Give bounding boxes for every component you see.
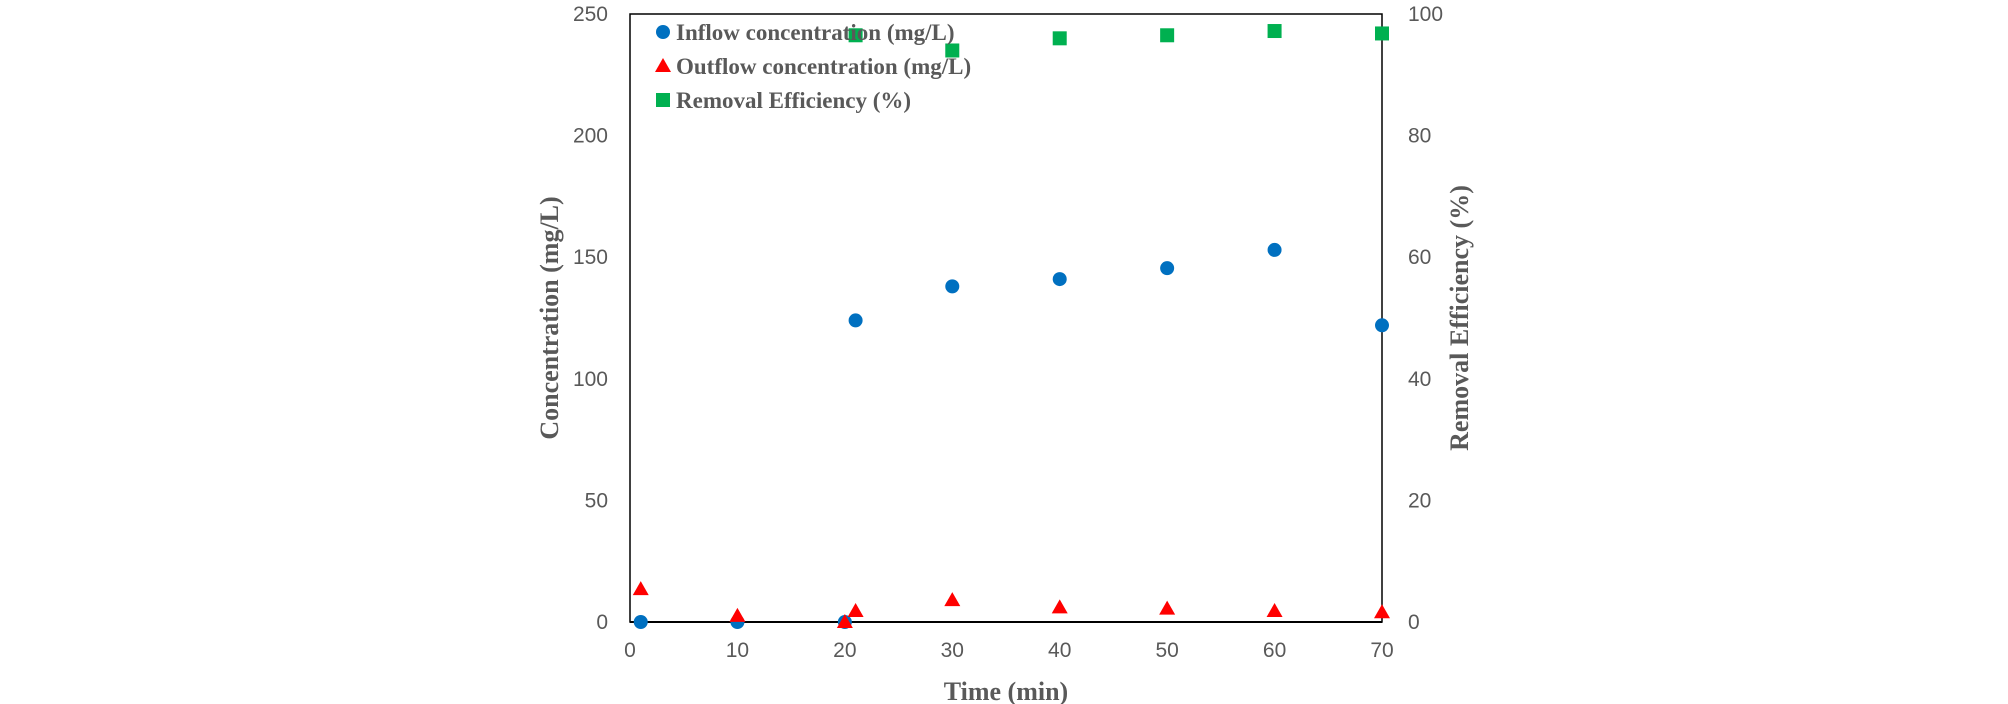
y2-axis-title: Removal Efficiency (%): [1445, 185, 1474, 451]
y2-tick-label: 60: [1408, 246, 1431, 269]
x-tick-label: 70: [1370, 639, 1393, 662]
outflow-point: [944, 592, 961, 607]
y2-tick-label: 40: [1408, 368, 1431, 391]
legend-marker-outflow: [655, 58, 671, 72]
outflow-point: [632, 581, 649, 596]
inflow-point: [1160, 261, 1175, 276]
legend-marker-removal: [656, 93, 670, 107]
y-tick-label: 150: [573, 246, 608, 269]
y-tick-label: 50: [585, 489, 608, 512]
removal-efficiency-point: [1160, 28, 1175, 43]
y-tick-label: 0: [596, 611, 608, 634]
x-tick-labels: 0 10 20 30 40 50 60 70: [624, 639, 1394, 662]
y2-tick-label: 100: [1408, 3, 1443, 26]
y-left-tick-labels: 0 50 100 150 200 250: [573, 3, 608, 634]
inflow-point: [1375, 318, 1389, 333]
series-triangle: [632, 581, 1390, 628]
legend: Inflow concentration (mg/L) Outflow conc…: [655, 20, 971, 113]
y2-tick-label: 20: [1408, 489, 1431, 512]
y-right-tick-labels: 0 20 40 60 80 100: [1408, 3, 1443, 634]
y2-tick-label: 0: [1408, 611, 1420, 634]
x-axis-title: Time (min): [944, 677, 1068, 704]
x-tick-label: 20: [833, 639, 856, 662]
x-tick-label: 60: [1263, 639, 1286, 662]
removal-efficiency-point: [848, 28, 863, 43]
outflow-point: [847, 603, 864, 618]
y-axis-title: Concentration (mg/L): [535, 196, 564, 439]
removal-efficiency-point: [1052, 31, 1067, 46]
outflow-point: [1051, 599, 1068, 614]
inflow-point: [1052, 272, 1067, 287]
x-tick-label: 50: [1155, 639, 1178, 662]
outflow-point: [836, 614, 853, 628]
y-tick-label: 200: [573, 125, 608, 148]
y-tick-label: 100: [573, 368, 608, 391]
removal-efficiency-point: [1375, 26, 1389, 41]
x-tick-label: 10: [726, 639, 749, 662]
inflow-point: [1267, 242, 1282, 257]
inflow-point: [945, 279, 960, 294]
x-tick-label: 40: [1048, 639, 1071, 662]
x-tick-label: 30: [941, 639, 964, 662]
series-layer: [632, 24, 1390, 629]
inflow-point: [848, 313, 863, 328]
outflow-point: [729, 607, 746, 622]
inflow-point: [633, 615, 648, 629]
y2-tick-label: 80: [1408, 125, 1431, 148]
legend-marker-inflow: [656, 25, 670, 39]
removal-efficiency-point: [1267, 24, 1282, 39]
outflow-point: [1374, 604, 1390, 619]
series-square: [848, 24, 1389, 58]
removal-efficiency-point: [945, 43, 960, 58]
outflow-point: [1266, 603, 1283, 618]
x-tick-label: 0: [624, 639, 636, 662]
series-circle: [633, 242, 1389, 629]
legend-label-inflow: Inflow concentration (mg/L): [676, 20, 955, 45]
legend-label-removal: Removal Efficiency (%): [676, 88, 911, 113]
outflow-point: [1159, 600, 1176, 615]
legend-label-outflow: Outflow concentration (mg/L): [676, 54, 971, 79]
y-tick-label: 250: [573, 3, 608, 26]
